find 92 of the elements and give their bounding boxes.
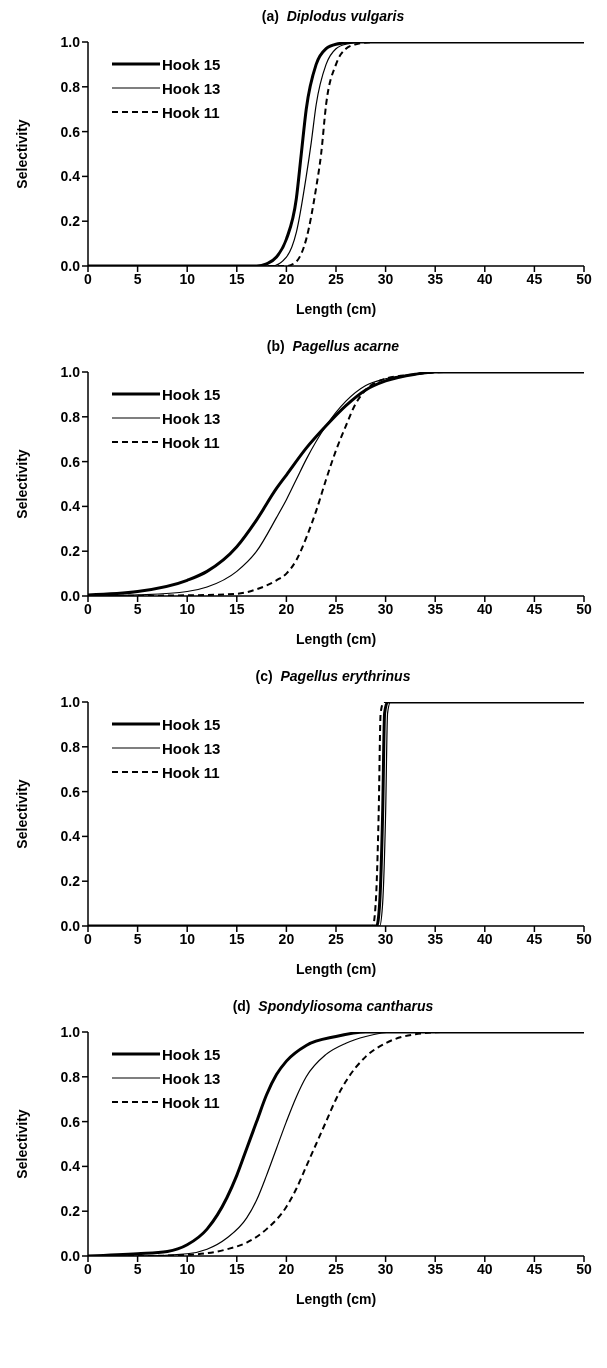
chart-title: (c) Pagellus erythrinus: [254, 668, 412, 684]
y-tick-label: 0.8: [60, 738, 81, 755]
y-axis-title: Selectivity: [13, 119, 30, 189]
y-tick-label: 0.4: [60, 498, 81, 515]
y-tick-label: 1.0: [60, 363, 81, 380]
x-axis-title: Length (cm): [295, 961, 377, 977]
x-tick-label: 35: [427, 930, 444, 947]
x-tick-label: 20: [278, 1260, 295, 1277]
x-tick-label: 15: [229, 600, 245, 617]
y-tick-label: 0.2: [60, 873, 81, 890]
legend-label: Hook 15: [162, 55, 221, 73]
legend-label: Hook 11: [162, 763, 220, 781]
legend-label: Hook 15: [162, 1045, 221, 1063]
x-tick-label: 5: [133, 1260, 142, 1277]
x-tick-label: 25: [328, 930, 344, 947]
x-axis-title: Length (cm): [295, 1291, 377, 1307]
legend-label: Hook 11: [162, 103, 220, 121]
x-tick-label: 45: [526, 270, 543, 287]
x-tick-label: 30: [377, 270, 394, 287]
x-tick-label: 10: [179, 1260, 196, 1277]
y-tick-label: 0.4: [60, 828, 81, 845]
y-tick-label: 0.0: [60, 1247, 81, 1264]
y-axis-title: Selectivity: [13, 1109, 30, 1179]
x-tick-label: 50: [576, 600, 592, 617]
x-tick-label: 0: [84, 930, 93, 947]
y-tick-label: 0.0: [60, 917, 81, 934]
chart-title: (a) Diplodus vulgaris: [260, 8, 406, 24]
x-tick-label: 30: [377, 930, 394, 947]
y-axis-title: Selectivity: [13, 779, 30, 849]
chart-title: (b) Pagellus acarne: [265, 338, 401, 354]
y-tick-label: 1.0: [60, 33, 81, 50]
x-tick-label: 25: [328, 1260, 344, 1277]
legend-label: Hook 11: [162, 1093, 220, 1111]
x-tick-label: 40: [477, 600, 493, 617]
x-tick-label: 30: [377, 1260, 394, 1277]
legend-label: Hook 13: [162, 79, 221, 97]
legend-label: Hook 13: [162, 1069, 221, 1087]
y-tick-label: 0.2: [60, 213, 81, 230]
x-tick-label: 45: [526, 1260, 543, 1277]
y-tick-label: 0.4: [60, 168, 81, 185]
x-axis-title: Length (cm): [295, 631, 377, 647]
y-tick-label: 0.6: [60, 1113, 81, 1130]
y-tick-label: 0.2: [60, 543, 81, 560]
y-tick-label: 0.8: [60, 78, 81, 95]
x-tick-label: 15: [229, 930, 245, 947]
x-tick-label: 45: [526, 600, 543, 617]
x-tick-label: 35: [427, 1260, 444, 1277]
y-tick-label: 0.0: [60, 587, 81, 604]
legend-label: Hook 11: [162, 433, 220, 451]
x-tick-label: 15: [229, 270, 245, 287]
x-tick-label: 20: [278, 600, 295, 617]
y-tick-label: 0.0: [60, 257, 81, 274]
x-tick-label: 40: [477, 930, 493, 947]
legend-label: Hook 15: [162, 715, 221, 733]
y-tick-label: 1.0: [60, 1023, 81, 1040]
x-tick-label: 40: [477, 1260, 493, 1277]
x-tick-label: 50: [576, 1260, 592, 1277]
y-tick-label: 0.6: [60, 783, 81, 800]
x-tick-label: 5: [133, 600, 142, 617]
x-tick-label: 20: [278, 930, 295, 947]
x-tick-label: 50: [576, 930, 592, 947]
y-tick-label: 0.8: [60, 408, 81, 425]
legend-label: Hook 15: [162, 385, 221, 403]
x-tick-label: 25: [328, 270, 344, 287]
x-tick-label: 10: [179, 270, 196, 287]
x-tick-label: 40: [477, 270, 493, 287]
x-tick-label: 50: [576, 270, 592, 287]
x-tick-label: 30: [377, 600, 394, 617]
x-tick-label: 5: [133, 270, 142, 287]
y-axis-title: Selectivity: [13, 449, 30, 519]
x-tick-label: 10: [179, 930, 196, 947]
x-tick-label: 5: [133, 930, 142, 947]
x-tick-label: 0: [84, 270, 93, 287]
y-tick-label: 0.2: [60, 1203, 81, 1220]
x-tick-label: 15: [229, 1260, 245, 1277]
legend-label: Hook 13: [162, 409, 221, 427]
legend-label: Hook 13: [162, 739, 221, 757]
y-tick-label: 0.6: [60, 123, 81, 140]
x-tick-label: 45: [526, 930, 543, 947]
x-tick-label: 0: [84, 600, 93, 617]
x-tick-label: 20: [278, 270, 295, 287]
y-tick-label: 0.8: [60, 1068, 81, 1085]
x-tick-label: 35: [427, 270, 444, 287]
x-tick-label: 10: [179, 600, 196, 617]
x-tick-label: 25: [328, 600, 344, 617]
x-tick-label: 35: [427, 600, 444, 617]
y-tick-label: 0.6: [60, 453, 81, 470]
y-tick-label: 0.4: [60, 1158, 81, 1175]
y-tick-label: 1.0: [60, 693, 81, 710]
x-axis-title: Length (cm): [295, 301, 377, 317]
x-tick-label: 0: [84, 1260, 93, 1277]
chart-title: (d) Spondyliosoma cantharus: [231, 998, 435, 1014]
